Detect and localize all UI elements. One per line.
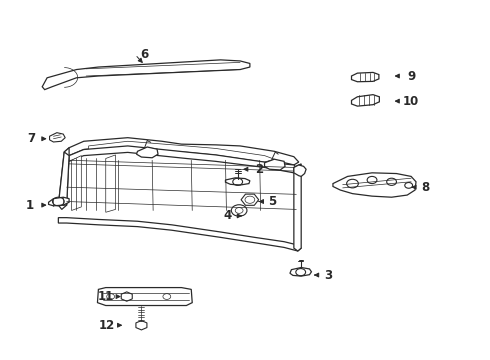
Text: 10: 10 [403, 95, 419, 108]
Text: 3: 3 [324, 269, 332, 282]
Polygon shape [333, 173, 416, 197]
Polygon shape [58, 152, 69, 205]
Text: 7: 7 [27, 132, 35, 145]
Polygon shape [42, 60, 250, 90]
Polygon shape [49, 197, 69, 206]
Polygon shape [64, 138, 299, 165]
Polygon shape [294, 164, 301, 251]
Text: 8: 8 [422, 181, 430, 194]
Polygon shape [137, 147, 158, 158]
Polygon shape [58, 148, 69, 210]
Text: 9: 9 [407, 69, 415, 82]
Polygon shape [89, 141, 274, 162]
Text: 1: 1 [26, 199, 34, 212]
Text: 6: 6 [141, 48, 149, 61]
Polygon shape [225, 178, 250, 185]
Text: 4: 4 [224, 210, 232, 222]
Polygon shape [98, 288, 192, 306]
Text: 11: 11 [98, 290, 114, 303]
Polygon shape [265, 159, 285, 170]
Text: 5: 5 [268, 195, 276, 208]
Polygon shape [106, 155, 116, 212]
Text: 2: 2 [256, 163, 264, 176]
Polygon shape [351, 72, 379, 82]
Text: 12: 12 [99, 319, 115, 332]
Polygon shape [72, 156, 81, 211]
Polygon shape [290, 267, 312, 276]
Polygon shape [58, 218, 301, 251]
Polygon shape [69, 146, 296, 173]
Polygon shape [294, 165, 306, 176]
Polygon shape [49, 133, 65, 142]
Polygon shape [351, 95, 379, 106]
